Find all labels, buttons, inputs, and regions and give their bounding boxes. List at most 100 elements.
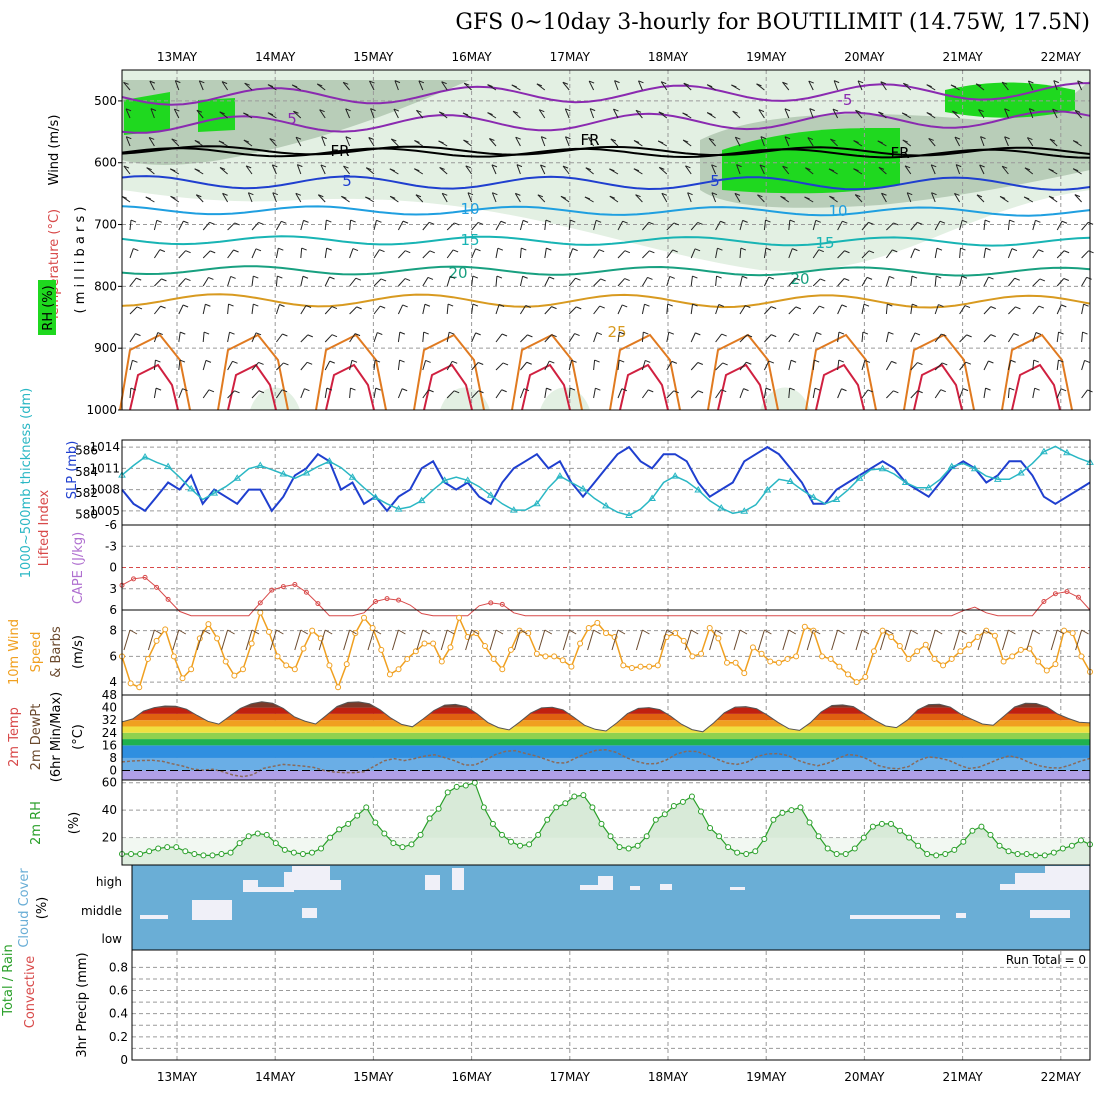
wind10-speed-label: Speed: [29, 632, 44, 673]
wind-barb: [715, 389, 722, 399]
wind-barb: [666, 249, 674, 259]
wind10-barb: [471, 629, 479, 635]
wind-barb: [495, 333, 503, 343]
temp-band: [122, 732, 1090, 740]
wind-barb: [1074, 194, 1082, 203]
wind-barb: [369, 80, 375, 91]
wind10-barb: [788, 629, 797, 635]
thickness-point: [532, 499, 541, 507]
wind10-barb: [495, 629, 504, 635]
thickness-point: [947, 462, 956, 470]
wind-barb: [251, 390, 260, 399]
wind-barb: [614, 80, 619, 91]
wind-barb: [350, 387, 356, 391]
wind-barb: [300, 388, 305, 399]
thickness-tick-label: 582: [75, 486, 98, 500]
wind-barb: [1061, 304, 1067, 308]
wind-barb: [576, 306, 582, 310]
wind-barb: [593, 278, 602, 287]
thickness-point: [625, 511, 633, 518]
lifted-index-point: [1041, 599, 1047, 604]
wind-barb: [978, 109, 984, 113]
wind-barb: [452, 249, 459, 253]
wind-barb: [202, 221, 210, 231]
wind-barb: [739, 361, 747, 371]
wind-barb: [661, 192, 668, 196]
wind-barb: [522, 275, 528, 279]
wind-barb: [389, 168, 396, 172]
wind-barb: [202, 277, 209, 287]
wind-barb: [495, 221, 502, 231]
wind-barb: [888, 331, 894, 335]
thickness-point: [371, 493, 380, 500]
wind-barb: [812, 388, 816, 399]
wind10-barb: [593, 629, 601, 635]
wind-barb: [721, 333, 727, 337]
wind-barb: [544, 248, 547, 259]
precip-tick-label: 0.6: [109, 984, 128, 998]
wind-barb: [844, 250, 850, 254]
precip-convective-label: Convective: [23, 956, 38, 1029]
wind-barb: [398, 250, 406, 259]
rh2m-tick-label: 40: [102, 803, 117, 817]
wind-barb: [926, 112, 932, 116]
wind-barb: [829, 195, 835, 199]
wind-barb: [983, 248, 987, 259]
wind-barb: [373, 278, 382, 287]
wind-barb: [715, 362, 724, 371]
wind-barb: [1032, 332, 1037, 343]
wind-barb: [345, 136, 351, 147]
contour-label: 10: [460, 200, 479, 218]
chart-title: GFS 0~10day 3-hourly for BOUTILIMIT (14.…: [455, 10, 1090, 35]
wind10-barb: [221, 629, 229, 651]
wind-barb: [564, 108, 570, 119]
wind-barb: [1032, 220, 1036, 231]
rh2m-point: [155, 845, 162, 852]
wind-barb: [668, 331, 675, 335]
rh2m-point: [299, 851, 306, 858]
wind-barb: [394, 80, 401, 84]
wind-barb: [375, 387, 381, 391]
wind-barb: [999, 195, 1006, 199]
precip-title: Total / Rain: [1, 944, 16, 1017]
wind-barb: [221, 81, 228, 85]
wind-barb: [1029, 108, 1035, 112]
thickness-point: [993, 475, 1002, 482]
wind-barb: [136, 306, 143, 310]
wind-barb: [857, 80, 863, 91]
rh2m-point: [616, 844, 623, 851]
lifted-index-point: [269, 587, 275, 593]
wind-barb: [980, 136, 985, 147]
wind-barb: [307, 334, 313, 338]
wind-barb: [648, 389, 654, 393]
wind-barb: [1011, 248, 1018, 252]
wind-barb: [782, 165, 788, 169]
wind-barb: [487, 112, 493, 116]
wind-barb: [809, 108, 815, 112]
wind10-speed-point: [1069, 630, 1076, 637]
wind-barb: [759, 164, 766, 168]
wind-barb: [1026, 137, 1034, 147]
wind10-speed-point: [533, 650, 540, 657]
wind-barb: [902, 139, 908, 143]
wind-barb: [523, 388, 530, 392]
lifted-index-point: [303, 589, 309, 595]
wind-barb: [844, 278, 850, 281]
wind10-speed-point: [888, 634, 895, 641]
rh2m-tick-label: 20: [102, 831, 117, 845]
wind-barb: [208, 389, 215, 393]
wind-barb: [715, 333, 723, 343]
upper-panel-frame: [121, 69, 1091, 411]
wind-barb: [886, 222, 894, 231]
wind-barb: [1004, 136, 1009, 147]
cloud-middle-label: middle: [81, 904, 122, 918]
lifted-index-point: [131, 576, 137, 582]
wind-barb: [570, 219, 576, 223]
wind-barb: [830, 138, 838, 147]
wind-barb: [763, 388, 767, 399]
wind-barb: [305, 305, 312, 308]
wind-barb: [617, 388, 623, 399]
wind-barb: [227, 332, 231, 343]
rh2m-units-label: (%): [67, 812, 82, 835]
top-date-label: 15MAY: [353, 50, 394, 64]
